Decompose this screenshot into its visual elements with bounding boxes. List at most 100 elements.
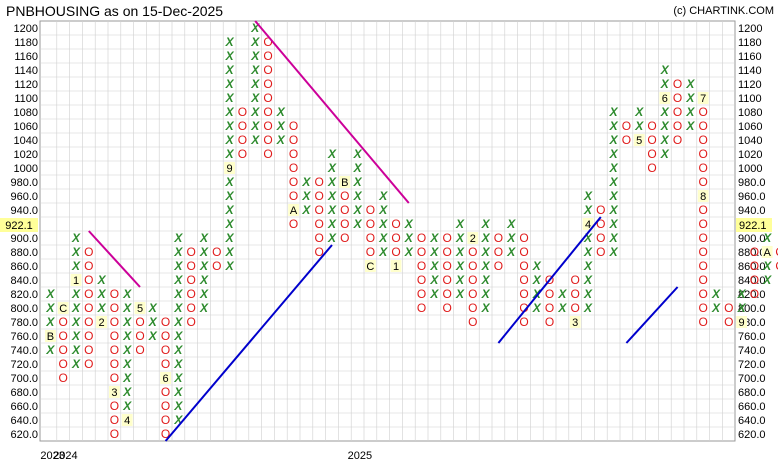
o-mark: O [110,315,119,329]
x-mark: X [225,49,235,63]
o-mark: O [596,203,605,217]
o-mark: O [315,231,324,245]
x-mark: X [634,119,644,133]
o-mark: O [212,245,221,259]
x-mark: X [122,343,132,357]
month-marker: B [47,331,54,343]
x-mark: X [148,315,158,329]
o-mark: O [699,119,708,133]
x-mark: X [583,301,593,315]
x-mark: X [173,315,183,329]
x-mark: X [609,133,619,147]
o-mark: O [263,35,272,49]
x-mark: X [583,287,593,301]
x-mark: X [737,287,747,301]
o-mark: O [84,245,93,259]
month-marker: 8 [700,191,706,203]
month-marker-bg [70,274,82,286]
y-tick-label-left: 840.0 [10,275,38,287]
x-mark: X [173,245,183,259]
x-mark: X [173,301,183,315]
month-marker: 6 [662,93,668,105]
x-mark: X [276,105,286,119]
o-mark: O [494,259,503,273]
month-marker-bg [96,316,107,328]
x-mark: X [250,105,260,119]
o-mark: O [494,245,503,259]
o-mark: O [366,231,375,245]
x-mark: X [660,77,670,91]
x-mark: X [583,273,593,287]
o-mark: O [494,231,503,245]
x-mark: X [97,273,107,287]
y-tick-label-left: 680.0 [10,387,38,399]
x-mark: X [97,301,107,315]
month-marker-bg [467,232,479,244]
uptrend-trendline [497,216,602,344]
o-mark: O [289,147,298,161]
o-mark: O [545,315,554,329]
x-mark: X [557,287,567,301]
month-marker: 2 [99,317,105,329]
o-mark: O [84,259,93,273]
x-mark: X [225,105,235,119]
x-mark: X [685,91,695,105]
x-mark: X [327,231,337,245]
x-mark: X [404,217,414,231]
current-price-label-left: 922.1 [5,220,33,232]
y-tick-label-right: 940.0 [738,205,766,217]
o-mark: O [263,91,272,105]
x-mark: X [532,259,542,273]
x-mark: X [609,203,619,217]
o-mark: O [59,315,68,329]
x-mark: X [609,175,619,189]
month-marker: 4 [585,219,591,231]
x-mark: X [353,161,363,175]
x-mark: X [71,301,81,315]
month-marker-bg [160,372,171,384]
month-marker: 9 [227,163,233,175]
o-mark: O [699,133,708,147]
month-marker: 3 [572,317,578,329]
current-price-badge-left [0,218,38,232]
y-tick-label-left: 820.0 [10,289,38,301]
x-mark: X [583,231,593,245]
x-mark: X [762,259,772,273]
x-mark: X [583,259,593,273]
x-mark: X [250,49,260,63]
y-tick-label-right: 680.0 [738,387,766,399]
o-mark: O [263,49,272,63]
o-mark: O [750,259,759,273]
x-mark: X [225,35,235,49]
o-mark: O [59,329,68,343]
o-mark: O [187,287,196,301]
uptrend-trendline [164,244,333,442]
o-mark: O [238,147,247,161]
o-mark: O [699,301,708,315]
x-mark: X [660,133,670,147]
o-mark: O [699,245,708,259]
month-marker: 1 [393,261,399,273]
month-marker-bg [339,176,351,188]
y-tick-label-right: 840.0 [738,275,766,287]
y-tick-label-left: 660.0 [10,401,38,413]
o-mark: O [110,301,119,315]
x-mark: X [225,175,235,189]
x-mark: X [45,301,55,315]
month-marker-bg [633,134,645,146]
y-tick-label-left: 800.0 [10,303,38,315]
month-marker-bg [697,190,709,202]
y-tick-label-right: 1020 [738,149,762,161]
month-marker-bg [134,302,146,314]
o-mark: O [289,189,298,203]
o-mark: O [647,119,656,133]
o-mark: O [135,343,144,357]
y-tick-label-right: 1100 [738,93,762,105]
o-mark: O [340,203,349,217]
x-mark: X [276,119,286,133]
chart-credit: (c) CHARTINK.COM [673,5,774,17]
x-mark: X [609,161,619,175]
x-mark: X [173,413,183,427]
o-mark: O [443,301,452,315]
o-mark: O [699,231,708,245]
